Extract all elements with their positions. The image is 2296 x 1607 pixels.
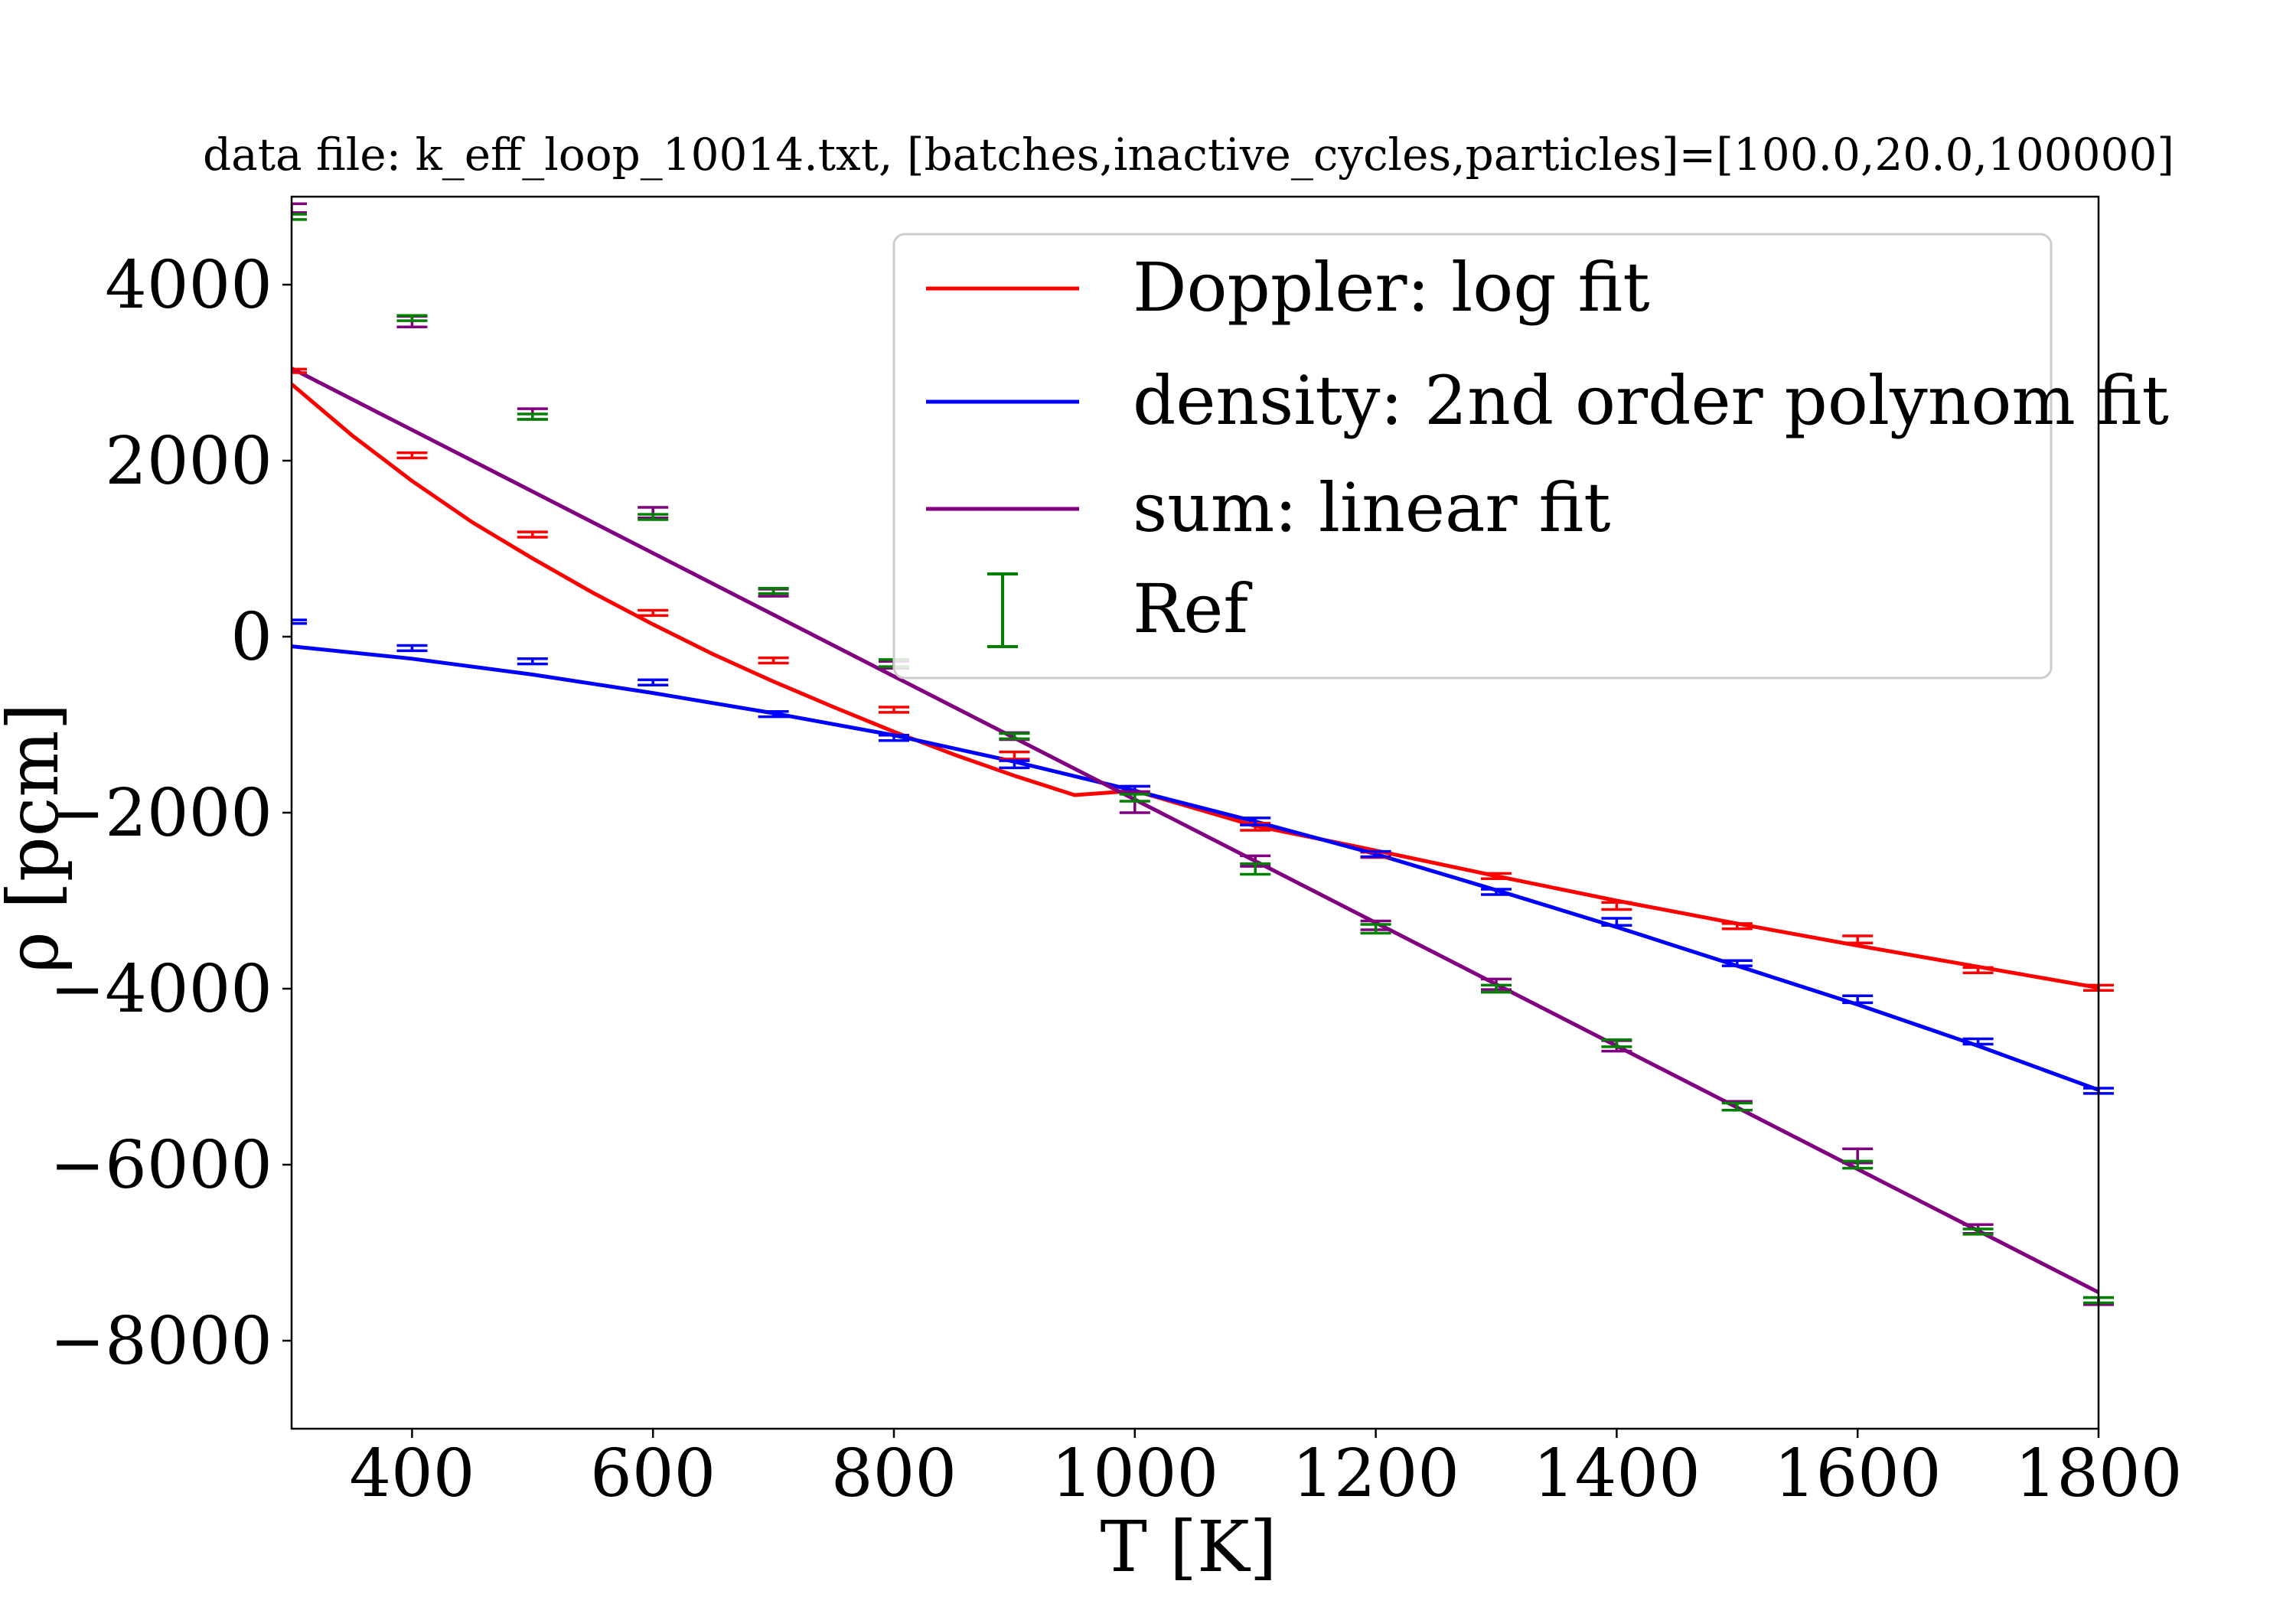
errorbar-ref-500 [517,412,548,421]
errorbar-density-1600 [1842,994,1874,1005]
y-tick-label: −8000 [50,1303,272,1380]
errorbar-ref-1700 [1962,1227,1994,1236]
errorbar-density-1500 [1721,959,1753,967]
y-tick-label: 0 [230,599,272,676]
errorbar-doppler-1500 [1721,922,1753,931]
errorbar-ref-900 [999,732,1030,741]
x-tick-label: 1600 [1774,1436,1942,1512]
errorbar-ref-1400 [1601,1038,1632,1048]
legend-box [892,233,2053,680]
x-tick-label: 1200 [1292,1436,1459,1512]
errorbar-ref-1100 [1240,862,1271,876]
errorbar-density-300 [292,618,307,625]
x-tick-label: 400 [349,1436,475,1512]
fit-curve-0 [292,383,2099,990]
x-tick-label: 800 [831,1436,957,1512]
errorbar-ref-400 [396,314,428,322]
errorbar-density-1700 [1962,1037,1994,1046]
fit-curves [292,367,2100,1295]
legend-label-density: density: 2nd order polynom fit [1133,361,2169,440]
errorbar-doppler-900 [999,750,1030,761]
errorbar-doppler-1300 [1481,872,1512,880]
x-axis-label: T [K] [1100,1506,1277,1588]
errorbar-doppler-300 [292,367,307,374]
errorbar-doppler-400 [396,451,428,460]
data-markers [292,202,2114,1306]
y-tick-label: 2000 [105,423,272,500]
y-tick-label: −2000 [50,775,272,852]
errorbar-density-400 [396,644,428,653]
errorbar-density-1200 [1360,849,1391,859]
legend-label-ref: Ref [1133,569,1252,648]
errorbar-doppler-1400 [1601,901,1632,911]
errorbar-doppler-600 [638,608,669,618]
errorbar-doppler-1700 [1962,966,1994,975]
fit-curve-1 [292,644,2099,1092]
errorbar-ref-1500 [1721,1101,1753,1112]
legend-swatch-ref [987,572,1018,648]
errorbar-ref-1600 [1842,1159,1874,1170]
errorbar-ref-1200 [1360,923,1391,935]
errorbar-density-1400 [1601,917,1632,927]
errorbar-ref-700 [758,587,789,595]
x-tick-label: 600 [590,1436,716,1512]
fit-curve-2 [292,367,2100,1295]
x-axis: 400 600 800 1000 1200 1400 1600 1800 [349,1429,2182,1512]
y-tick-label: −6000 [50,1127,272,1204]
y-axis-label: ρ [pcm] [0,703,74,973]
legend-label-sum: sum: linear fit [1133,468,1611,547]
legend: Doppler: log fit density: 2nd order poly… [892,233,2169,680]
y-tick-label: 4000 [105,247,272,324]
errorbar-density-600 [638,678,669,686]
errorbar-sum-300 [292,202,307,214]
x-tick-label: 1800 [2015,1436,2183,1512]
errorbar-doppler-500 [517,530,548,539]
errorbar-density-800 [879,734,909,742]
errorbar-ref-1300 [1481,983,1512,994]
y-axis: 4000 2000 0 −2000 −4000 −6000 −8000 [50,247,292,1380]
x-tick-label: 1400 [1533,1436,1701,1512]
errorbar-doppler-800 [879,706,909,714]
errorbar-density-700 [758,710,789,719]
legend-label-doppler: Doppler: log fit [1133,248,1650,327]
y-tick-label: −4000 [50,951,272,1028]
errorbar-density-1300 [1481,888,1512,896]
errorbar-doppler-700 [758,656,789,665]
errorbar-density-500 [517,657,548,666]
errorbar-density-900 [999,759,1030,770]
errorbar-ref-300 [292,213,307,221]
errorbar-doppler-1600 [1842,934,1874,944]
errorbar-ref-600 [638,513,669,521]
x-tick-label: 1000 [1051,1436,1218,1512]
errorbar-density-1100 [1240,817,1271,826]
errorbar-ref-1000 [1119,793,1150,803]
chart-title: data file: k_eff_loop_10014.txt, [batche… [203,129,2174,181]
